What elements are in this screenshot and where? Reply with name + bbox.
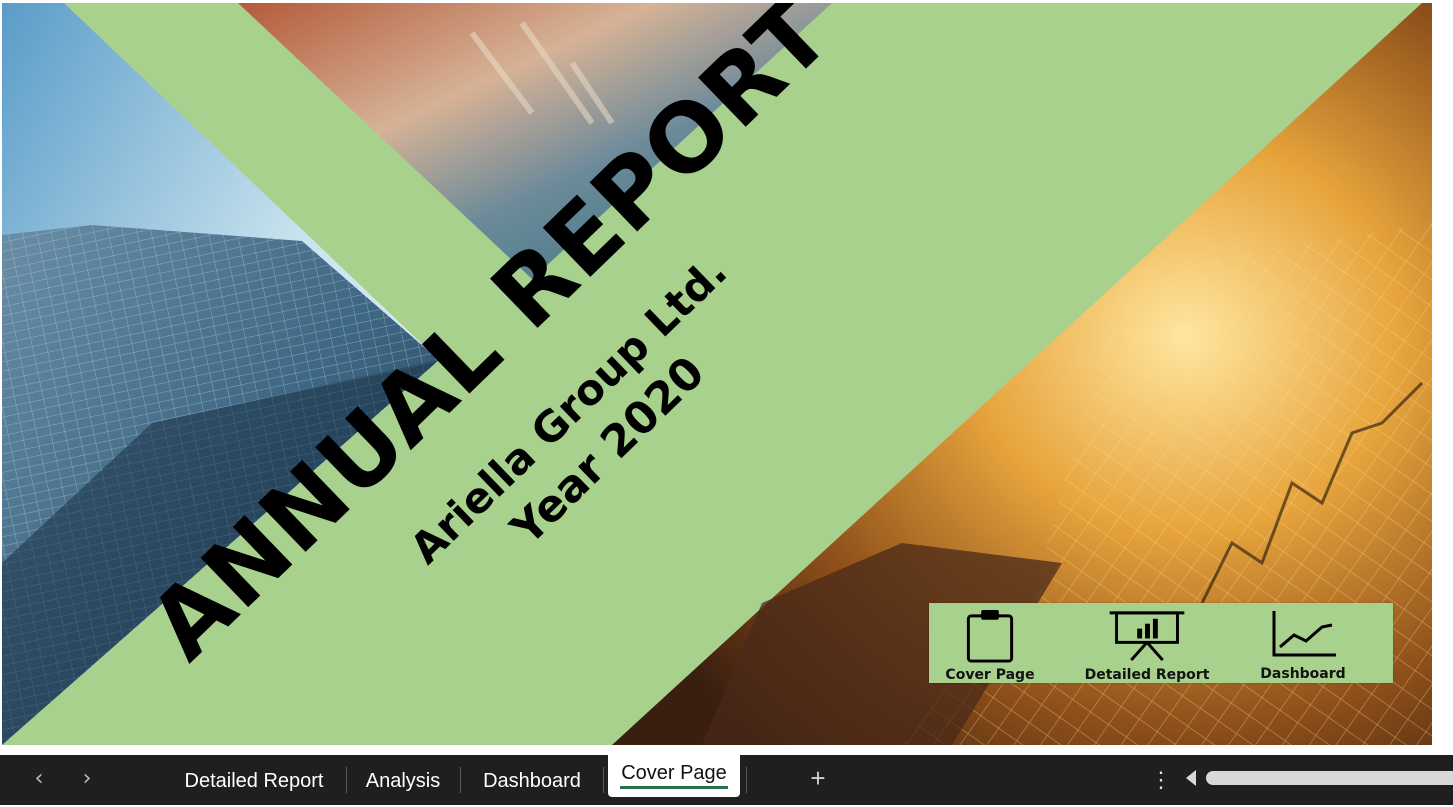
chevron-left-icon[interactable]: ‹: [34, 766, 44, 791]
navigation-panel: Cover Page Detailed Report Dashboard: [929, 603, 1393, 683]
tab-analysis-label: Analysis: [365, 770, 441, 792]
tab-cover-page-label: Cover Page: [621, 762, 727, 784]
cover-sheet-canvas: ANNUAL REPORT Ariella Group Ltd. Year 20…: [2, 3, 1432, 745]
tab-separator: [746, 767, 747, 793]
nav-cover-page-button[interactable]: Cover Page: [943, 603, 1037, 683]
tab-dashboard-label: Dashboard: [483, 770, 581, 792]
chevron-right-icon[interactable]: ›: [82, 766, 92, 791]
tab-separator: [460, 767, 461, 793]
clipboard-icon: [966, 609, 1014, 663]
nav-detailed-report-button[interactable]: Detailed Report: [1084, 603, 1210, 683]
sheet-tab-bar: ‹ › Detailed Report Analysis Dashboard C…: [0, 745, 1453, 805]
scroll-left-icon[interactable]: [1186, 770, 1196, 786]
nav-dashboard-label: Dashboard: [1260, 666, 1346, 682]
tab-separator: [346, 767, 347, 793]
tab-detailed-report[interactable]: Detailed Report: [168, 755, 340, 805]
tab-detailed-report-label: Detailed Report: [184, 770, 324, 792]
more-options-icon[interactable]: ⋮: [1150, 767, 1172, 792]
tab-separator: [603, 767, 604, 793]
line-chart-icon: [1272, 611, 1336, 657]
tab-analysis[interactable]: Analysis: [352, 755, 454, 805]
tab-cover-page[interactable]: Cover Page: [608, 751, 740, 797]
nav-cover-page-label: Cover Page: [945, 667, 1035, 683]
tabbar-top-gap: [0, 745, 1453, 755]
nav-dashboard-button[interactable]: Dashboard: [1255, 603, 1351, 683]
tab-dashboard[interactable]: Dashboard: [466, 755, 598, 805]
horizontal-scrollbar[interactable]: [1206, 771, 1453, 785]
active-tab-underline: [620, 786, 728, 789]
add-sheet-button[interactable]: +: [810, 763, 826, 793]
presentation-chart-icon: [1109, 611, 1185, 662]
nav-detailed-report-label: Detailed Report: [1084, 667, 1210, 683]
